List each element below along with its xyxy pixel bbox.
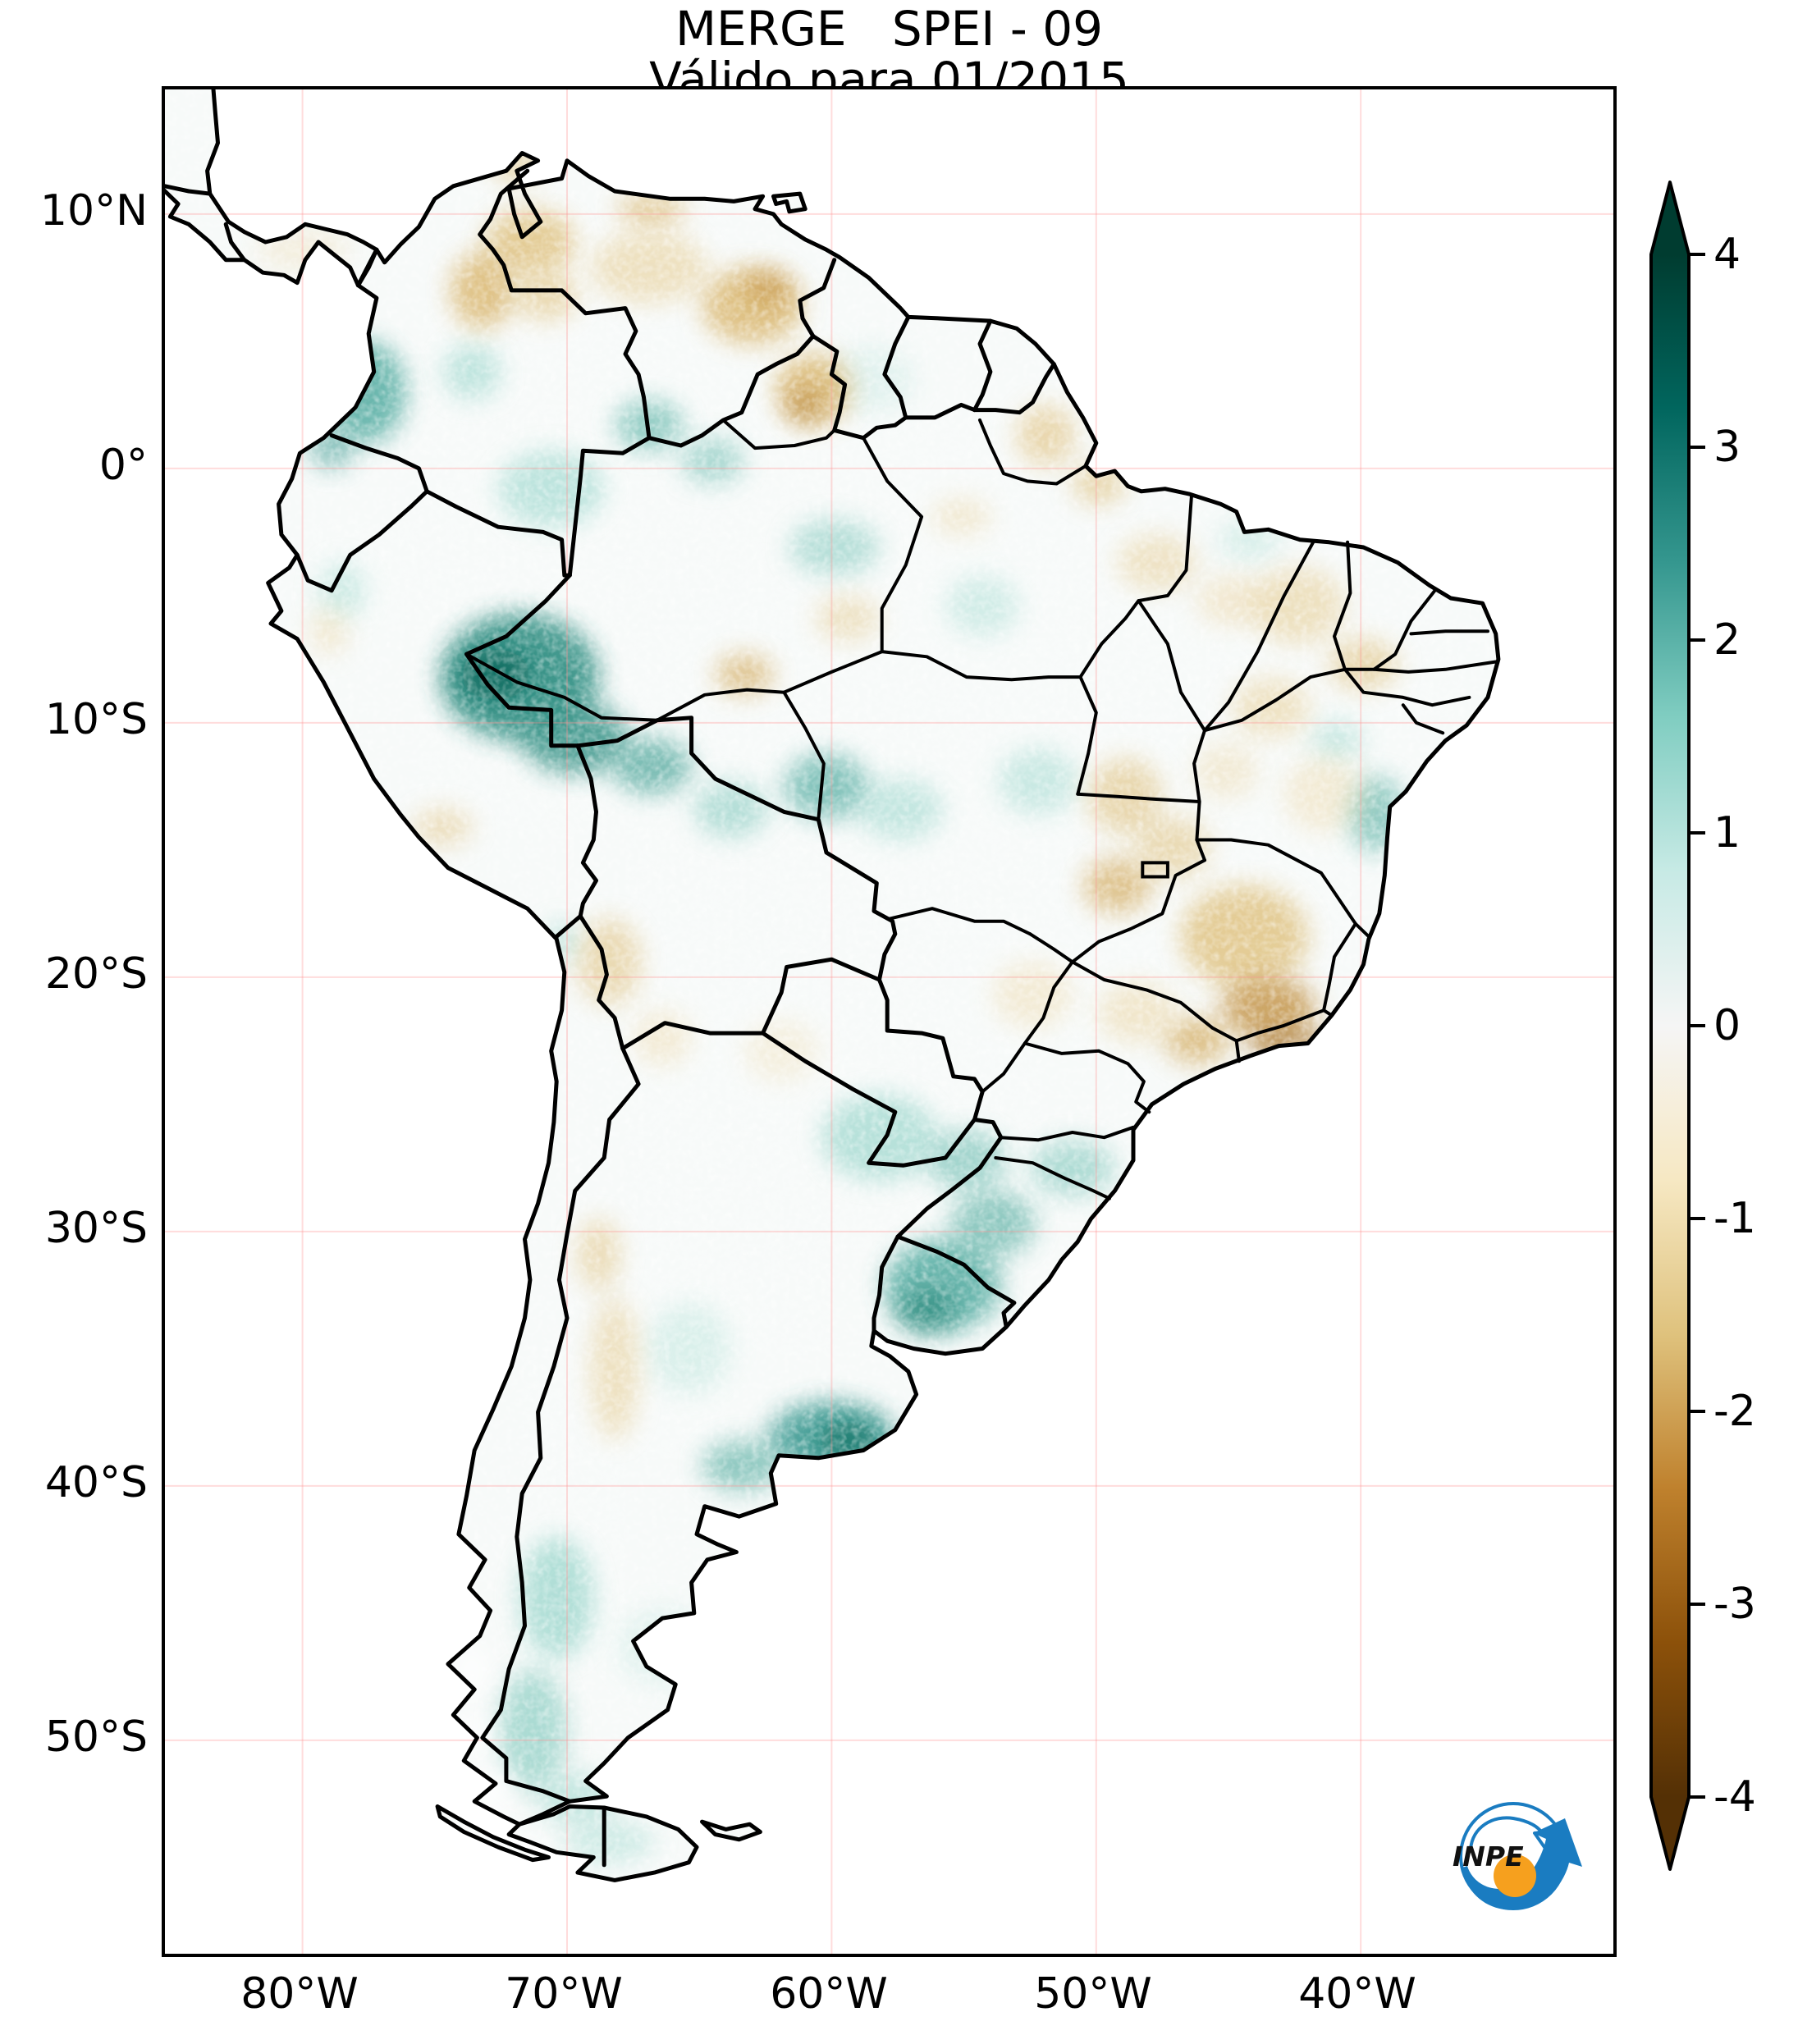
- colorbar-tick-label: 1: [1713, 808, 1741, 857]
- map-canvas-holder: [165, 89, 1613, 1954]
- colorbar-tick-label: -2: [1713, 1387, 1756, 1436]
- inpe-logo-inner-swirl: [1469, 1816, 1544, 1850]
- colorbar-tick-label: 0: [1713, 1001, 1741, 1050]
- colorbar-tick-label: -4: [1713, 1772, 1756, 1822]
- inpe-logo-text: INPE: [1453, 1841, 1524, 1873]
- inpe-logo-orange-dot: [1494, 1854, 1536, 1897]
- colorbar-tick-label: 3: [1713, 423, 1741, 472]
- colorbar: [1635, 168, 1774, 1957]
- y-axis-tick-label: 10°N: [39, 186, 148, 235]
- x-axis-tick-label: 50°W: [1034, 1969, 1152, 2019]
- map-plot-area: INPE: [162, 86, 1617, 1957]
- colorbar-tick-label: 2: [1713, 615, 1741, 665]
- chart-title-line1: MERGE SPEI - 09: [675, 1, 1104, 57]
- colorbar-canvas: [1649, 181, 1705, 1871]
- map-canvas: [165, 89, 1613, 1954]
- y-axis-tick-label: 50°S: [44, 1712, 148, 1762]
- colorbar-tick-label: -3: [1713, 1580, 1756, 1629]
- y-axis-tick-label: 0°: [98, 441, 148, 490]
- y-axis-tick-label: 10°S: [44, 695, 148, 744]
- colorbar-tick-label: 4: [1713, 230, 1741, 279]
- x-axis-tick-label: 60°W: [770, 1969, 888, 2019]
- y-axis-tick-label: 30°S: [44, 1204, 148, 1253]
- colorbar-tick-label: -1: [1713, 1194, 1756, 1243]
- y-axis-tick-label: 40°S: [44, 1458, 148, 1507]
- x-axis-tick-label: 70°W: [505, 1969, 623, 2019]
- y-axis-tick-label: 20°S: [44, 949, 148, 999]
- x-axis-tick-label: 40°W: [1298, 1969, 1416, 2019]
- inpe-logo: INPE: [1453, 1802, 1582, 1910]
- x-axis-tick-label: 80°W: [240, 1969, 359, 2019]
- inpe-logo-big-arrow: [1462, 1818, 1582, 1910]
